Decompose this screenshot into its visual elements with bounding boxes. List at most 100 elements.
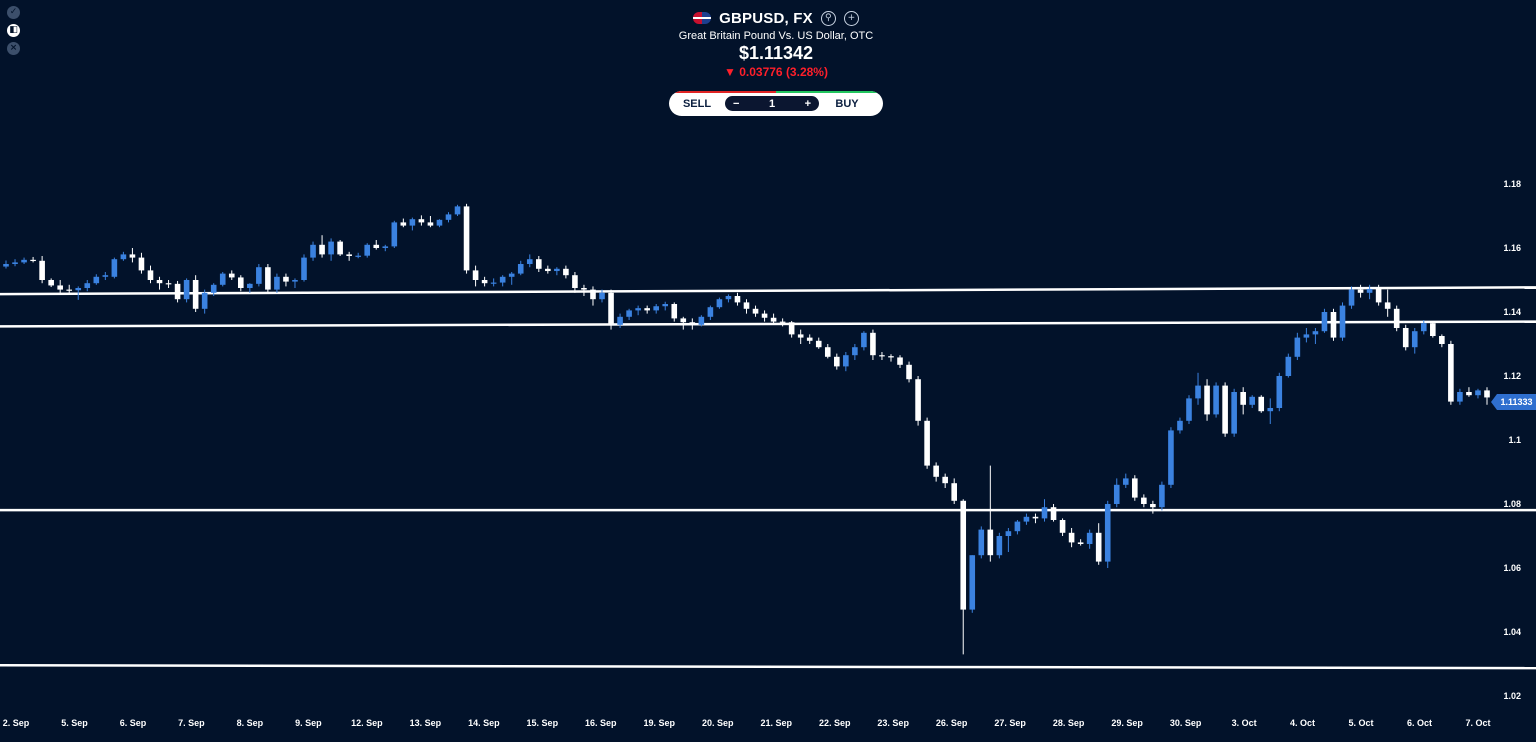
candle-body bbox=[1457, 392, 1463, 402]
candle-body bbox=[1122, 478, 1129, 485]
close-icon[interactable]: × bbox=[7, 42, 20, 55]
x-tick-label: 6. Oct bbox=[1407, 718, 1432, 728]
candle-body bbox=[1159, 484, 1165, 508]
candle-body bbox=[680, 318, 687, 323]
candle-body bbox=[987, 529, 994, 556]
candle-body bbox=[48, 280, 54, 286]
quantity-value[interactable]: 1 bbox=[768, 97, 776, 110]
candle-body bbox=[526, 259, 533, 264]
candle-body bbox=[1348, 289, 1355, 306]
candle-body bbox=[256, 267, 262, 284]
increase-quantity-button[interactable]: + bbox=[804, 97, 811, 110]
candle-body bbox=[1466, 392, 1472, 396]
x-tick-label: 29. Sep bbox=[1111, 718, 1143, 728]
candle-body bbox=[364, 244, 371, 256]
candle-body bbox=[924, 420, 930, 466]
candle-body bbox=[1195, 385, 1201, 399]
candle-body bbox=[617, 316, 623, 325]
candle-body bbox=[969, 555, 976, 610]
candle-body bbox=[1186, 398, 1192, 421]
candle-body bbox=[138, 257, 145, 271]
bar-type-icon[interactable]: ◧ bbox=[7, 24, 20, 37]
candle-body bbox=[111, 259, 118, 277]
candle-body bbox=[1330, 312, 1337, 338]
candle-body bbox=[572, 275, 578, 288]
candle-body bbox=[1312, 331, 1319, 335]
x-tick-label: 15. Sep bbox=[527, 718, 559, 728]
candle-body bbox=[888, 356, 894, 358]
x-tick-label: 5. Sep bbox=[61, 718, 88, 728]
candle-body bbox=[84, 283, 91, 288]
candle-body bbox=[933, 465, 939, 477]
candle-body bbox=[1168, 430, 1174, 485]
candle-body bbox=[165, 283, 172, 285]
candle-body bbox=[824, 347, 831, 357]
candle-body bbox=[635, 308, 641, 311]
candle-body bbox=[626, 310, 632, 317]
instrument-name: Great Britain Pound Vs. US Dollar, OTC bbox=[678, 30, 874, 42]
candle-body bbox=[535, 259, 542, 269]
candle-body bbox=[508, 273, 515, 277]
x-tick-label: 5. Oct bbox=[1349, 718, 1374, 728]
x-tick-label: 28. Sep bbox=[1053, 718, 1085, 728]
search-icon[interactable]: ⚲ bbox=[820, 10, 836, 26]
decrease-quantity-button[interactable]: − bbox=[733, 97, 740, 110]
candle-body bbox=[228, 273, 235, 278]
candle-body bbox=[156, 280, 163, 284]
candle-body bbox=[517, 264, 524, 274]
candle-body bbox=[1402, 328, 1409, 348]
candle-body bbox=[671, 304, 678, 319]
candle-body bbox=[1321, 312, 1328, 332]
candle-body bbox=[1023, 516, 1030, 522]
candle-body bbox=[599, 292, 605, 300]
x-tick-label: 7. Oct bbox=[1465, 718, 1490, 728]
candle-body bbox=[1366, 288, 1373, 293]
x-tick-label: 30. Sep bbox=[1170, 718, 1202, 728]
candle-body bbox=[942, 476, 948, 484]
horizontal-level-line bbox=[0, 286, 1536, 296]
candle-body bbox=[57, 285, 63, 290]
candle-body bbox=[436, 219, 443, 226]
candle-body bbox=[1420, 323, 1427, 332]
candle-body bbox=[3, 264, 9, 267]
sell-button[interactable]: SELL bbox=[682, 97, 712, 110]
candle-body bbox=[1375, 288, 1382, 303]
candle-body bbox=[346, 254, 352, 256]
candle-body bbox=[102, 275, 109, 277]
candle-body bbox=[1095, 532, 1102, 562]
x-tick-label: 22. Sep bbox=[819, 718, 851, 728]
buy-button[interactable]: BUY bbox=[835, 97, 859, 110]
candle-body bbox=[1439, 336, 1445, 344]
y-tick-label: 1.1 bbox=[1508, 435, 1521, 445]
candle-body bbox=[1086, 532, 1093, 544]
candle-body bbox=[1484, 390, 1490, 398]
y-tick-label: 1.04 bbox=[1503, 627, 1521, 637]
candle-body bbox=[490, 282, 497, 284]
quantity-stepper[interactable]: − 1 + bbox=[725, 96, 819, 111]
y-tick-label: 1.18 bbox=[1503, 179, 1521, 189]
checkmark-icon[interactable]: ✓ bbox=[7, 6, 20, 19]
candle-body bbox=[12, 262, 18, 264]
x-tick-label: 26. Sep bbox=[936, 718, 968, 728]
plus-icon[interactable]: + bbox=[843, 10, 859, 26]
candle-body bbox=[734, 296, 741, 303]
candle-body bbox=[292, 280, 298, 282]
candle-body bbox=[1339, 305, 1346, 338]
candle-body bbox=[1249, 396, 1256, 405]
candle-body bbox=[1258, 396, 1265, 412]
candle-body bbox=[418, 219, 425, 223]
candle-body bbox=[1222, 385, 1228, 434]
candle-body bbox=[409, 219, 416, 226]
x-tick-label: 20. Sep bbox=[702, 718, 734, 728]
candle-body bbox=[93, 276, 100, 284]
candle-body bbox=[201, 292, 208, 309]
candle-body bbox=[897, 357, 903, 365]
candle-body bbox=[445, 214, 452, 220]
candle-body bbox=[481, 280, 488, 284]
candle-body bbox=[644, 308, 650, 311]
candle-body bbox=[210, 284, 217, 293]
candle-body bbox=[545, 268, 551, 272]
flag-icon bbox=[693, 12, 712, 24]
candle-body bbox=[1384, 302, 1391, 309]
